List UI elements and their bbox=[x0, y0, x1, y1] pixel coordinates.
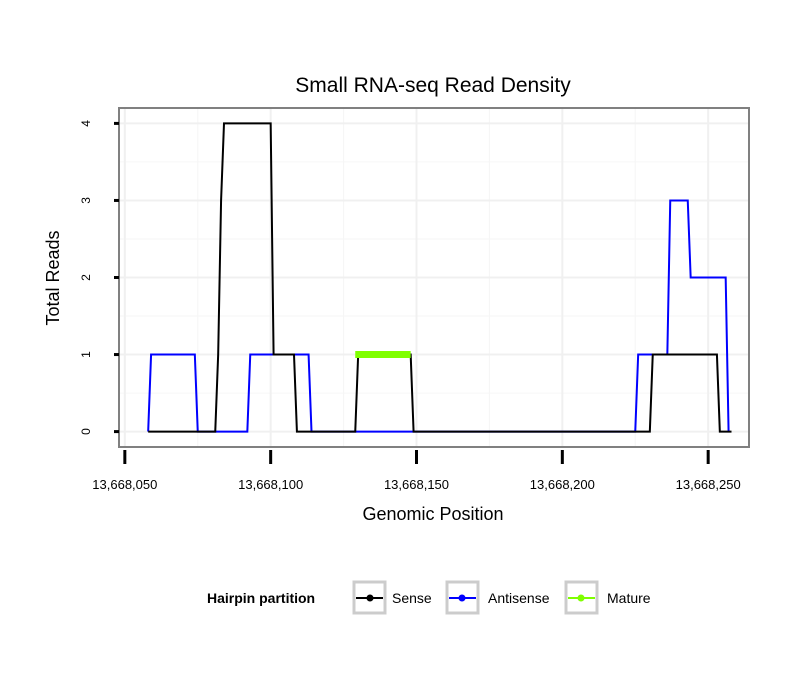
legend-key-sense-dot bbox=[366, 594, 374, 602]
y-tick-label: 3 bbox=[79, 197, 93, 204]
y-tick-label: 1 bbox=[79, 351, 93, 358]
legend-label-mature: Mature bbox=[607, 590, 651, 606]
x-axis-ticks: 13,668,050 13,668,100 13,668,150 13,668,200… bbox=[92, 450, 741, 492]
x-axis-label: Genomic Position bbox=[362, 504, 503, 524]
legend-item-sense: Sense bbox=[352, 580, 432, 615]
x-tick-label: 13,668,100 bbox=[238, 477, 303, 492]
y-axis-label: Total Reads bbox=[43, 230, 63, 325]
legend-title: Hairpin partition bbox=[207, 590, 315, 606]
legend-item-antisense: Antisense bbox=[445, 580, 550, 615]
sense-line bbox=[148, 122, 732, 433]
x-tick-label: 13,668,200 bbox=[530, 477, 595, 492]
x-tick-label: 13,668,250 bbox=[676, 477, 741, 492]
chart-title: Small RNA-seq Read Density bbox=[295, 74, 571, 97]
legend-item-mature: Mature bbox=[564, 580, 651, 615]
y-axis-ticks: 0 1 2 3 4 bbox=[79, 120, 119, 435]
y-tick-label: 2 bbox=[79, 274, 93, 281]
legend-key-antisense-dot bbox=[458, 594, 466, 602]
legend-key-mature-dot bbox=[577, 594, 585, 602]
y-tick-label: 4 bbox=[79, 120, 93, 127]
legend-label-antisense: Antisense bbox=[488, 590, 550, 606]
x-tick-label: 13,668,050 bbox=[92, 477, 157, 492]
series-lines bbox=[147, 122, 732, 433]
x-tick-label: 13,668,150 bbox=[384, 477, 449, 492]
legend-label-sense: Sense bbox=[392, 590, 432, 606]
antisense-line bbox=[147, 199, 730, 433]
legend: Hairpin partition Sense Antisense Mature bbox=[207, 580, 651, 615]
y-tick-label: 0 bbox=[79, 428, 93, 435]
